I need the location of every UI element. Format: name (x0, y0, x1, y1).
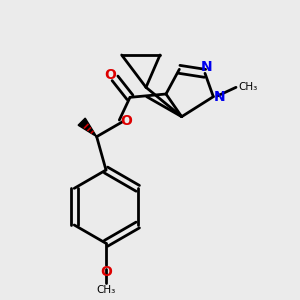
Text: O: O (121, 114, 133, 128)
Text: N: N (214, 90, 225, 104)
Text: CH₃: CH₃ (96, 285, 116, 295)
Polygon shape (78, 118, 97, 137)
Text: O: O (100, 265, 112, 279)
Text: N: N (201, 60, 212, 74)
Text: CH₃: CH₃ (239, 82, 258, 92)
Text: O: O (104, 68, 116, 82)
